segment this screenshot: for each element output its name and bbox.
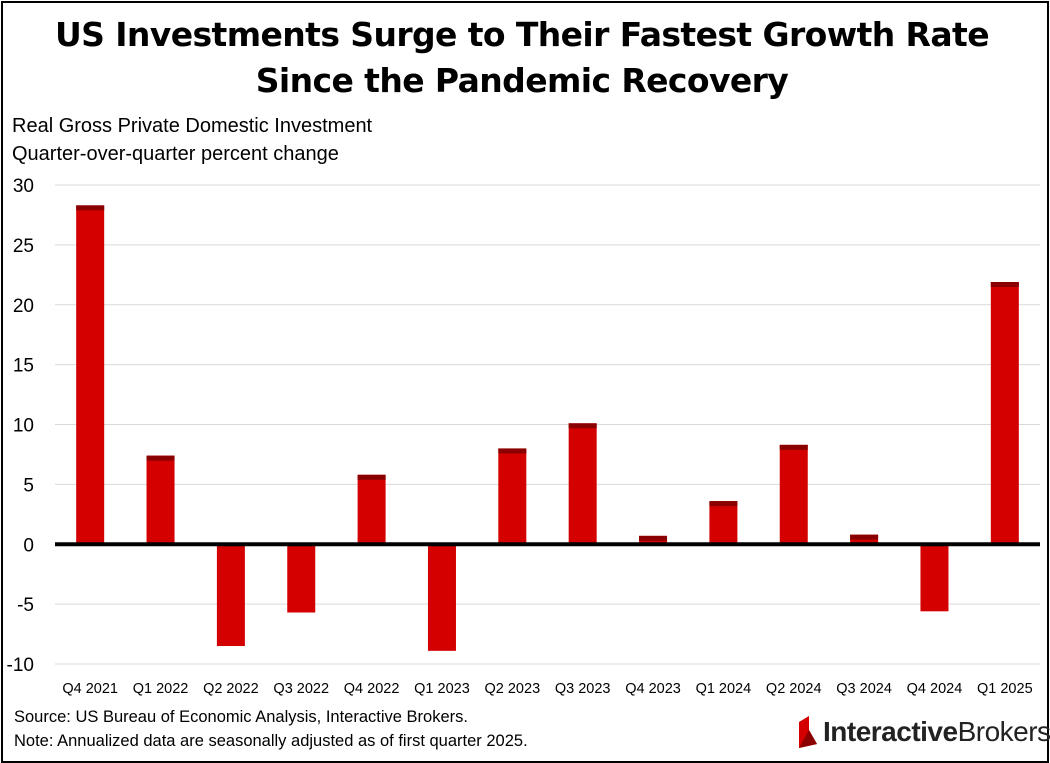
y-tick-label: 15: [13, 356, 34, 377]
subtitle-line-1: Real Gross Private Domestic Investment: [12, 115, 373, 137]
bar: [287, 544, 316, 613]
bar-cap: [357, 474, 386, 480]
x-tick-label: Q4 2022: [344, 681, 400, 697]
data-note: Note: Annualized data are seasonally adj…: [14, 732, 528, 750]
logo-text-bold: Interactive: [823, 716, 958, 747]
y-tick-label: -5: [17, 595, 34, 616]
y-tick-label: -10: [7, 655, 34, 676]
bar: [216, 544, 245, 647]
x-tick-label: Q1 2023: [414, 681, 470, 697]
x-tick-label: Q3 2023: [555, 681, 611, 697]
chart-title: US Investments Surge to Their Fastest Gr…: [0, 12, 1044, 104]
bar: [709, 501, 738, 545]
bar: [498, 448, 527, 545]
bar: [427, 544, 456, 651]
x-tick-label: Q4 2024: [907, 681, 963, 697]
x-tick-label: Q1 2025: [977, 681, 1033, 697]
bar: [357, 474, 386, 545]
x-tick-label: Q3 2024: [836, 681, 892, 697]
logo-text-regular: Brokers: [957, 716, 1050, 747]
x-tick-label: Q2 2024: [766, 681, 822, 697]
x-tick-label: Q4 2023: [625, 681, 681, 697]
title-line-1: US Investments Surge to Their Fastest Gr…: [54, 15, 990, 54]
bar-cap: [990, 281, 1019, 287]
bar-cap: [639, 535, 668, 541]
x-tick-label: Q2 2022: [203, 681, 259, 697]
bar-cap: [709, 501, 738, 507]
y-tick-label: 20: [13, 296, 34, 317]
y-tick-label: 10: [13, 416, 34, 437]
logo-wordmark: InteractiveBrokers: [823, 716, 1050, 748]
bar: [920, 544, 949, 612]
bar: [76, 205, 105, 545]
source-note: Source: US Bureau of Economic Analysis, …: [14, 708, 468, 726]
bar-cap: [568, 423, 597, 429]
x-tick-label: Q4 2021: [62, 681, 118, 697]
interactive-brokers-logo: InteractiveBrokers: [795, 712, 1050, 752]
subtitle-line-2: Quarter-over-quarter percent change: [12, 143, 339, 165]
x-tick-label: Q3 2022: [273, 681, 329, 697]
ib-flag-icon: [799, 716, 817, 748]
bar-cap: [779, 444, 808, 450]
bar: [568, 423, 597, 545]
title-line-2: Since the Pandemic Recovery: [255, 61, 789, 100]
x-tick-label: Q1 2024: [696, 681, 752, 697]
y-tick-label: 0: [23, 535, 34, 556]
bar: [146, 455, 175, 545]
bar-cap: [146, 455, 175, 461]
bar-cap: [850, 534, 879, 540]
x-tick-label: Q2 2023: [485, 681, 541, 697]
x-tick-label: Q1 2022: [133, 681, 189, 697]
y-tick-label: 5: [23, 475, 34, 496]
bar: [779, 444, 808, 545]
bar-chart: 30 25 20 15 10 5 0 -5 -10 Q4 2021 Q1 2022 Q2 2022 Q3…: [7, 176, 1040, 697]
y-tick-label: 30: [13, 176, 34, 197]
bar: [990, 281, 1019, 545]
y-tick-label: 25: [13, 236, 34, 257]
bar-cap: [498, 448, 527, 454]
bar-cap: [76, 205, 105, 211]
